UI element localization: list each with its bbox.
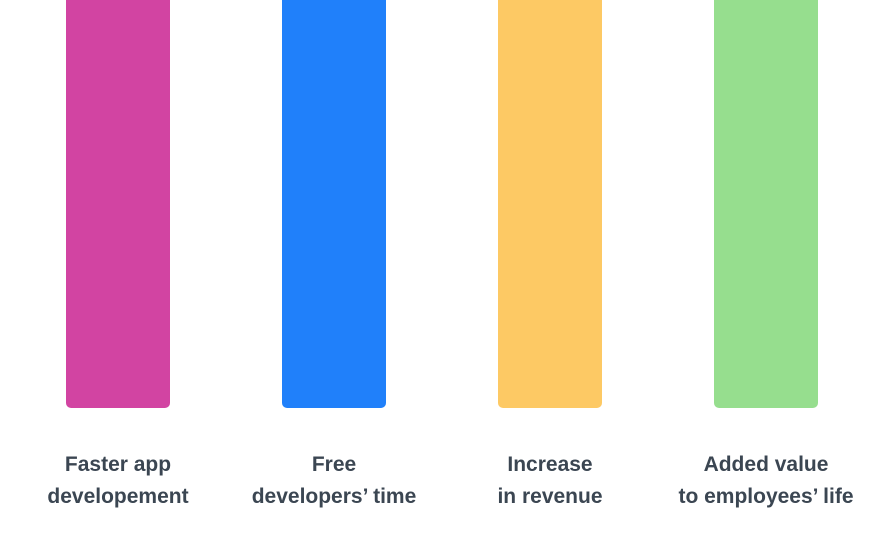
category-labels-group: Faster app developement Free developers’ ti… (47, 453, 853, 508)
bar-3 (498, 0, 602, 408)
bar-2 (282, 0, 386, 408)
bars-group (66, 0, 818, 408)
category-label-3-line-2: in revenue (497, 485, 602, 508)
category-label-4-line-2: to employees’ life (678, 485, 853, 508)
category-label-1-line-1: Faster app (65, 453, 171, 476)
category-label-4-line-1: Added value (704, 453, 829, 476)
category-label-1-line-2: developement (47, 485, 188, 508)
category-label-2-line-1: Free (312, 453, 356, 476)
bar-4 (714, 0, 818, 408)
category-label-3-line-1: Increase (507, 453, 592, 476)
bar-1 (66, 0, 170, 408)
category-label-2-line-2: developers’ time (252, 485, 417, 508)
